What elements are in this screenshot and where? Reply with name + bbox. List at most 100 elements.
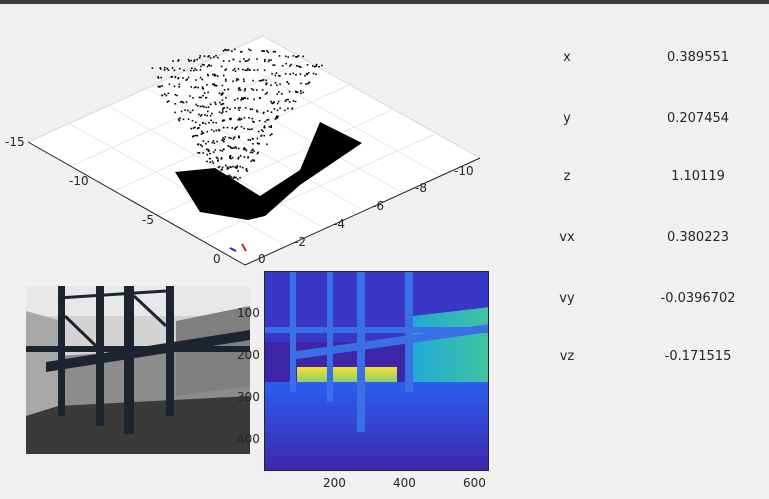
point-cloud-point (243, 127, 245, 130)
point-cloud-point (222, 92, 224, 94)
point-cloud-point (205, 106, 208, 109)
point-cloud-point (275, 116, 277, 119)
point-cloud-point (224, 184, 226, 187)
point-cloud-point (249, 49, 252, 52)
point-cloud-point (267, 51, 269, 53)
point-cloud-point (220, 157, 223, 159)
point-cloud-point (281, 65, 284, 67)
point-cloud-point (159, 85, 161, 88)
point-cloud-point (239, 106, 241, 109)
point-cloud-point (159, 67, 162, 69)
point-cloud-point (151, 67, 154, 69)
point-cloud-point (195, 69, 198, 71)
point-cloud-point (210, 119, 212, 122)
point-cloud-point (203, 92, 206, 94)
camera-image (26, 286, 250, 454)
point-cloud-point (247, 128, 249, 130)
point-cloud-point (223, 89, 226, 91)
point-cloud-point (221, 139, 223, 141)
point-cloud-point (187, 58, 190, 61)
point-cloud-point (228, 60, 230, 62)
point-cloud-point (274, 74, 277, 77)
point-cloud-point (292, 72, 295, 75)
point-cloud-point (251, 128, 253, 130)
point-cloud-point (238, 136, 240, 139)
point-cloud-point (167, 92, 170, 95)
point-cloud-point (179, 101, 182, 103)
point-cloud-point (193, 60, 195, 63)
tick-right-4: -2 (294, 235, 306, 249)
point-cloud-point (218, 165, 221, 168)
point-cloud-point (212, 83, 214, 86)
point-cloud-point (197, 143, 199, 146)
label-vz: vz (559, 349, 575, 364)
point-cloud-point (253, 121, 255, 123)
point-cloud-point (222, 50, 225, 52)
value-x: 0.389551 (666, 50, 730, 65)
point-cloud-point (207, 140, 210, 143)
point-cloud-point (215, 178, 217, 181)
point-cloud-point (187, 76, 190, 79)
point-cloud-point (219, 187, 221, 189)
point-cloud-point (182, 77, 184, 79)
point-cloud-point (231, 50, 233, 53)
tick-right-3: -4 (333, 217, 345, 231)
point-cloud-point (201, 86, 204, 88)
point-cloud-point (224, 136, 227, 138)
point-cloud-point (228, 136, 230, 139)
point-cloud-point (199, 115, 202, 117)
point-cloud-point (207, 55, 209, 58)
point-cloud-point (189, 111, 192, 114)
tick-right-2: -6 (372, 199, 384, 213)
point-cloud-point (296, 91, 299, 93)
point-cloud-point (202, 132, 205, 134)
point-cloud-point (200, 114, 203, 116)
point-cloud-point (268, 126, 271, 128)
point-cloud-point (235, 167, 238, 170)
point-cloud-point (173, 69, 176, 72)
point-cloud-point (229, 186, 231, 189)
point-cloud-3d-plot[interactable] (0, 20, 500, 275)
point-cloud-point (266, 91, 268, 94)
point-cloud-point (227, 194, 230, 196)
point-cloud-point (202, 121, 204, 124)
point-cloud-point (297, 65, 300, 68)
point-cloud-point (232, 165, 234, 168)
point-cloud-point (269, 134, 272, 136)
point-cloud-point (262, 79, 265, 81)
point-cloud-point (286, 81, 288, 83)
point-cloud-point (226, 106, 229, 109)
point-cloud-point (278, 55, 281, 57)
depth-xtick-2: 600 (463, 476, 486, 490)
point-cloud-point (240, 126, 243, 128)
point-cloud-point (199, 55, 201, 57)
point-cloud-point (315, 63, 318, 66)
point-cloud-point (221, 103, 224, 105)
point-cloud-point (247, 59, 249, 62)
point-cloud-point (196, 127, 199, 130)
point-cloud-point (274, 50, 277, 53)
point-cloud-point (179, 117, 181, 120)
point-cloud-point (271, 133, 273, 135)
point-cloud-point (313, 66, 316, 68)
point-cloud-point (238, 87, 241, 89)
point-cloud-point (285, 98, 288, 101)
point-cloud-point (275, 72, 278, 74)
point-cloud-point (217, 56, 219, 59)
point-cloud-point (243, 89, 246, 92)
point-cloud-point (232, 69, 234, 72)
point-cloud-point (204, 122, 207, 125)
point-cloud-point (272, 102, 274, 104)
point-cloud-point (222, 119, 224, 121)
point-cloud-point (263, 125, 266, 127)
point-cloud-point (227, 177, 230, 179)
point-cloud-point (177, 76, 180, 79)
point-cloud-point (185, 101, 188, 103)
point-cloud-point (276, 93, 279, 95)
point-cloud-point (252, 89, 255, 91)
point-cloud-point (238, 147, 240, 150)
point-cloud-point (177, 60, 179, 62)
point-cloud-point (206, 153, 208, 156)
point-cloud-point (223, 138, 226, 140)
tick-left-0: -15 (5, 135, 25, 149)
